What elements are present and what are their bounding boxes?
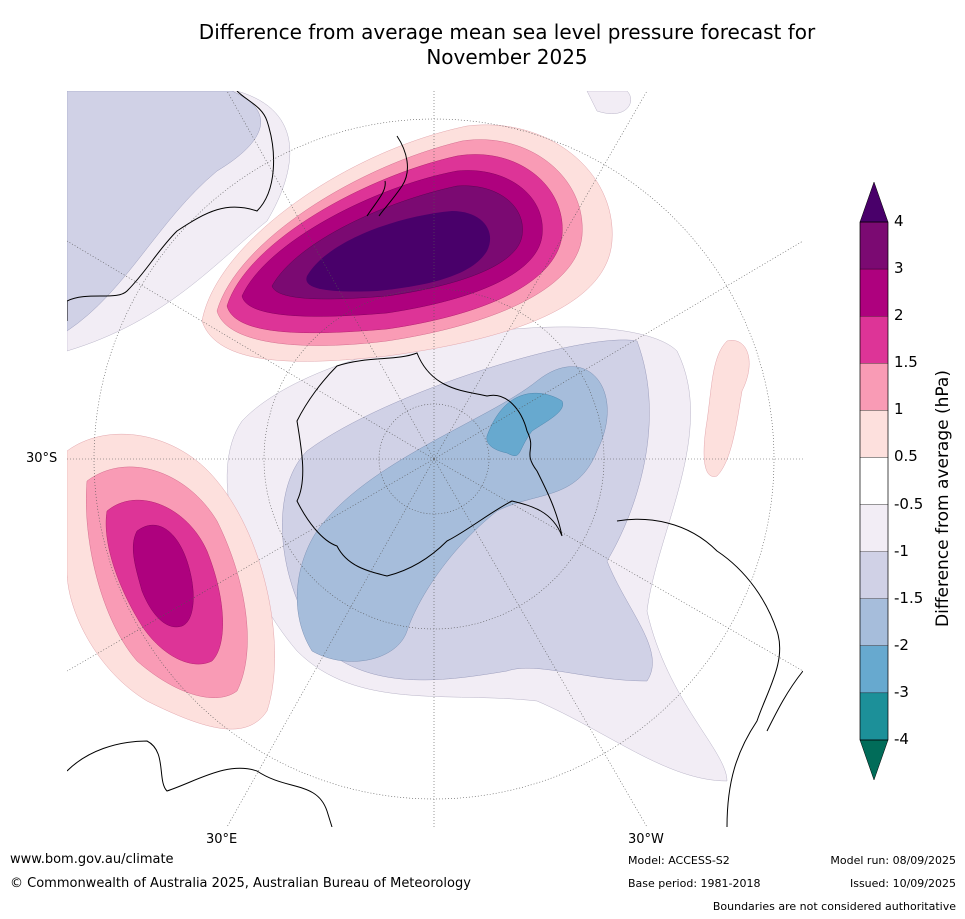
colorbar-bin: [859, 221, 889, 270]
colorbar-tick-label: 4: [894, 212, 904, 230]
colorbar-bin: [859, 268, 889, 317]
colorbar-tick-label: -2: [894, 635, 909, 654]
coastlines: [67, 91, 803, 827]
colorbar-title: Difference from average (hPa): [933, 370, 953, 627]
colorbar-tick-label: 3: [894, 259, 904, 278]
copyright-text: © Commonwealth of Australia 2025, Austra…: [10, 876, 471, 891]
website-link[interactable]: www.bom.gov.au/climate: [10, 852, 174, 867]
colorbar-bin: [859, 645, 889, 694]
colorbar-tick-label: -1: [894, 541, 909, 560]
colorbar-tick-label: 0.5: [894, 447, 918, 466]
colorbar-under-arrow: [859, 739, 889, 781]
base-period-text: Base period: 1981-2018: [628, 877, 761, 890]
high-pressure-anomaly-south-atlantic: [703, 340, 750, 477]
colorbar-tick-label: -3: [894, 682, 909, 701]
africa-coastline: [67, 740, 333, 827]
colorbar-bin: [859, 551, 889, 599]
colorbar-bin: [859, 410, 889, 458]
lat-label-30s: 30°S: [26, 451, 58, 466]
high-pressure-anomaly-indian-ocean: [67, 433, 275, 730]
high-pressure-anomaly-pacific: [201, 124, 613, 362]
new-zealand-coastline: [378, 135, 408, 217]
issued-text: Issued: 10/09/2025: [849, 877, 956, 890]
colorbar-tick-label: -0.5: [894, 494, 924, 513]
model-run-text: Model run: 08/09/2025: [830, 854, 956, 867]
colorbar-bin: [859, 457, 889, 505]
pressure-anomaly-map: [67, 91, 803, 827]
australia-coastline: [67, 91, 275, 302]
colorbar-tick-label: -1.5: [894, 588, 924, 607]
colorbar-tick-label: 1: [894, 400, 904, 419]
model-text: Model: ACCESS-S2: [628, 854, 730, 867]
colorbar-bin: [859, 363, 889, 411]
title-line-2: November 2025: [426, 45, 588, 69]
colorbar-over-arrow: [859, 181, 889, 223]
colorbar-bin: [859, 316, 889, 364]
colorbar-tick-label: -4: [894, 730, 909, 748]
colorbar-bin: [859, 692, 889, 741]
graticule: [67, 91, 803, 827]
south-america-coastline: [616, 518, 781, 827]
colorbar-tick-label: 1.5: [894, 353, 918, 372]
colorbar: [859, 181, 889, 781]
map-title: Difference from average mean sea level p…: [0, 20, 965, 70]
disclaimer-text: Boundaries are not considered authoritat…: [712, 900, 956, 913]
lon-label-30w: 30°W: [628, 832, 664, 847]
colorbar-bin: [859, 504, 889, 552]
title-line-1: Difference from average mean sea level p…: [198, 20, 816, 44]
lon-label-30e: 30°E: [206, 832, 238, 847]
anomaly-contour-neg-1.5: [296, 366, 608, 662]
colorbar-bin: [859, 598, 889, 646]
colorbar-tick-label: 2: [894, 306, 904, 325]
antarctica-coastline: [296, 352, 563, 577]
